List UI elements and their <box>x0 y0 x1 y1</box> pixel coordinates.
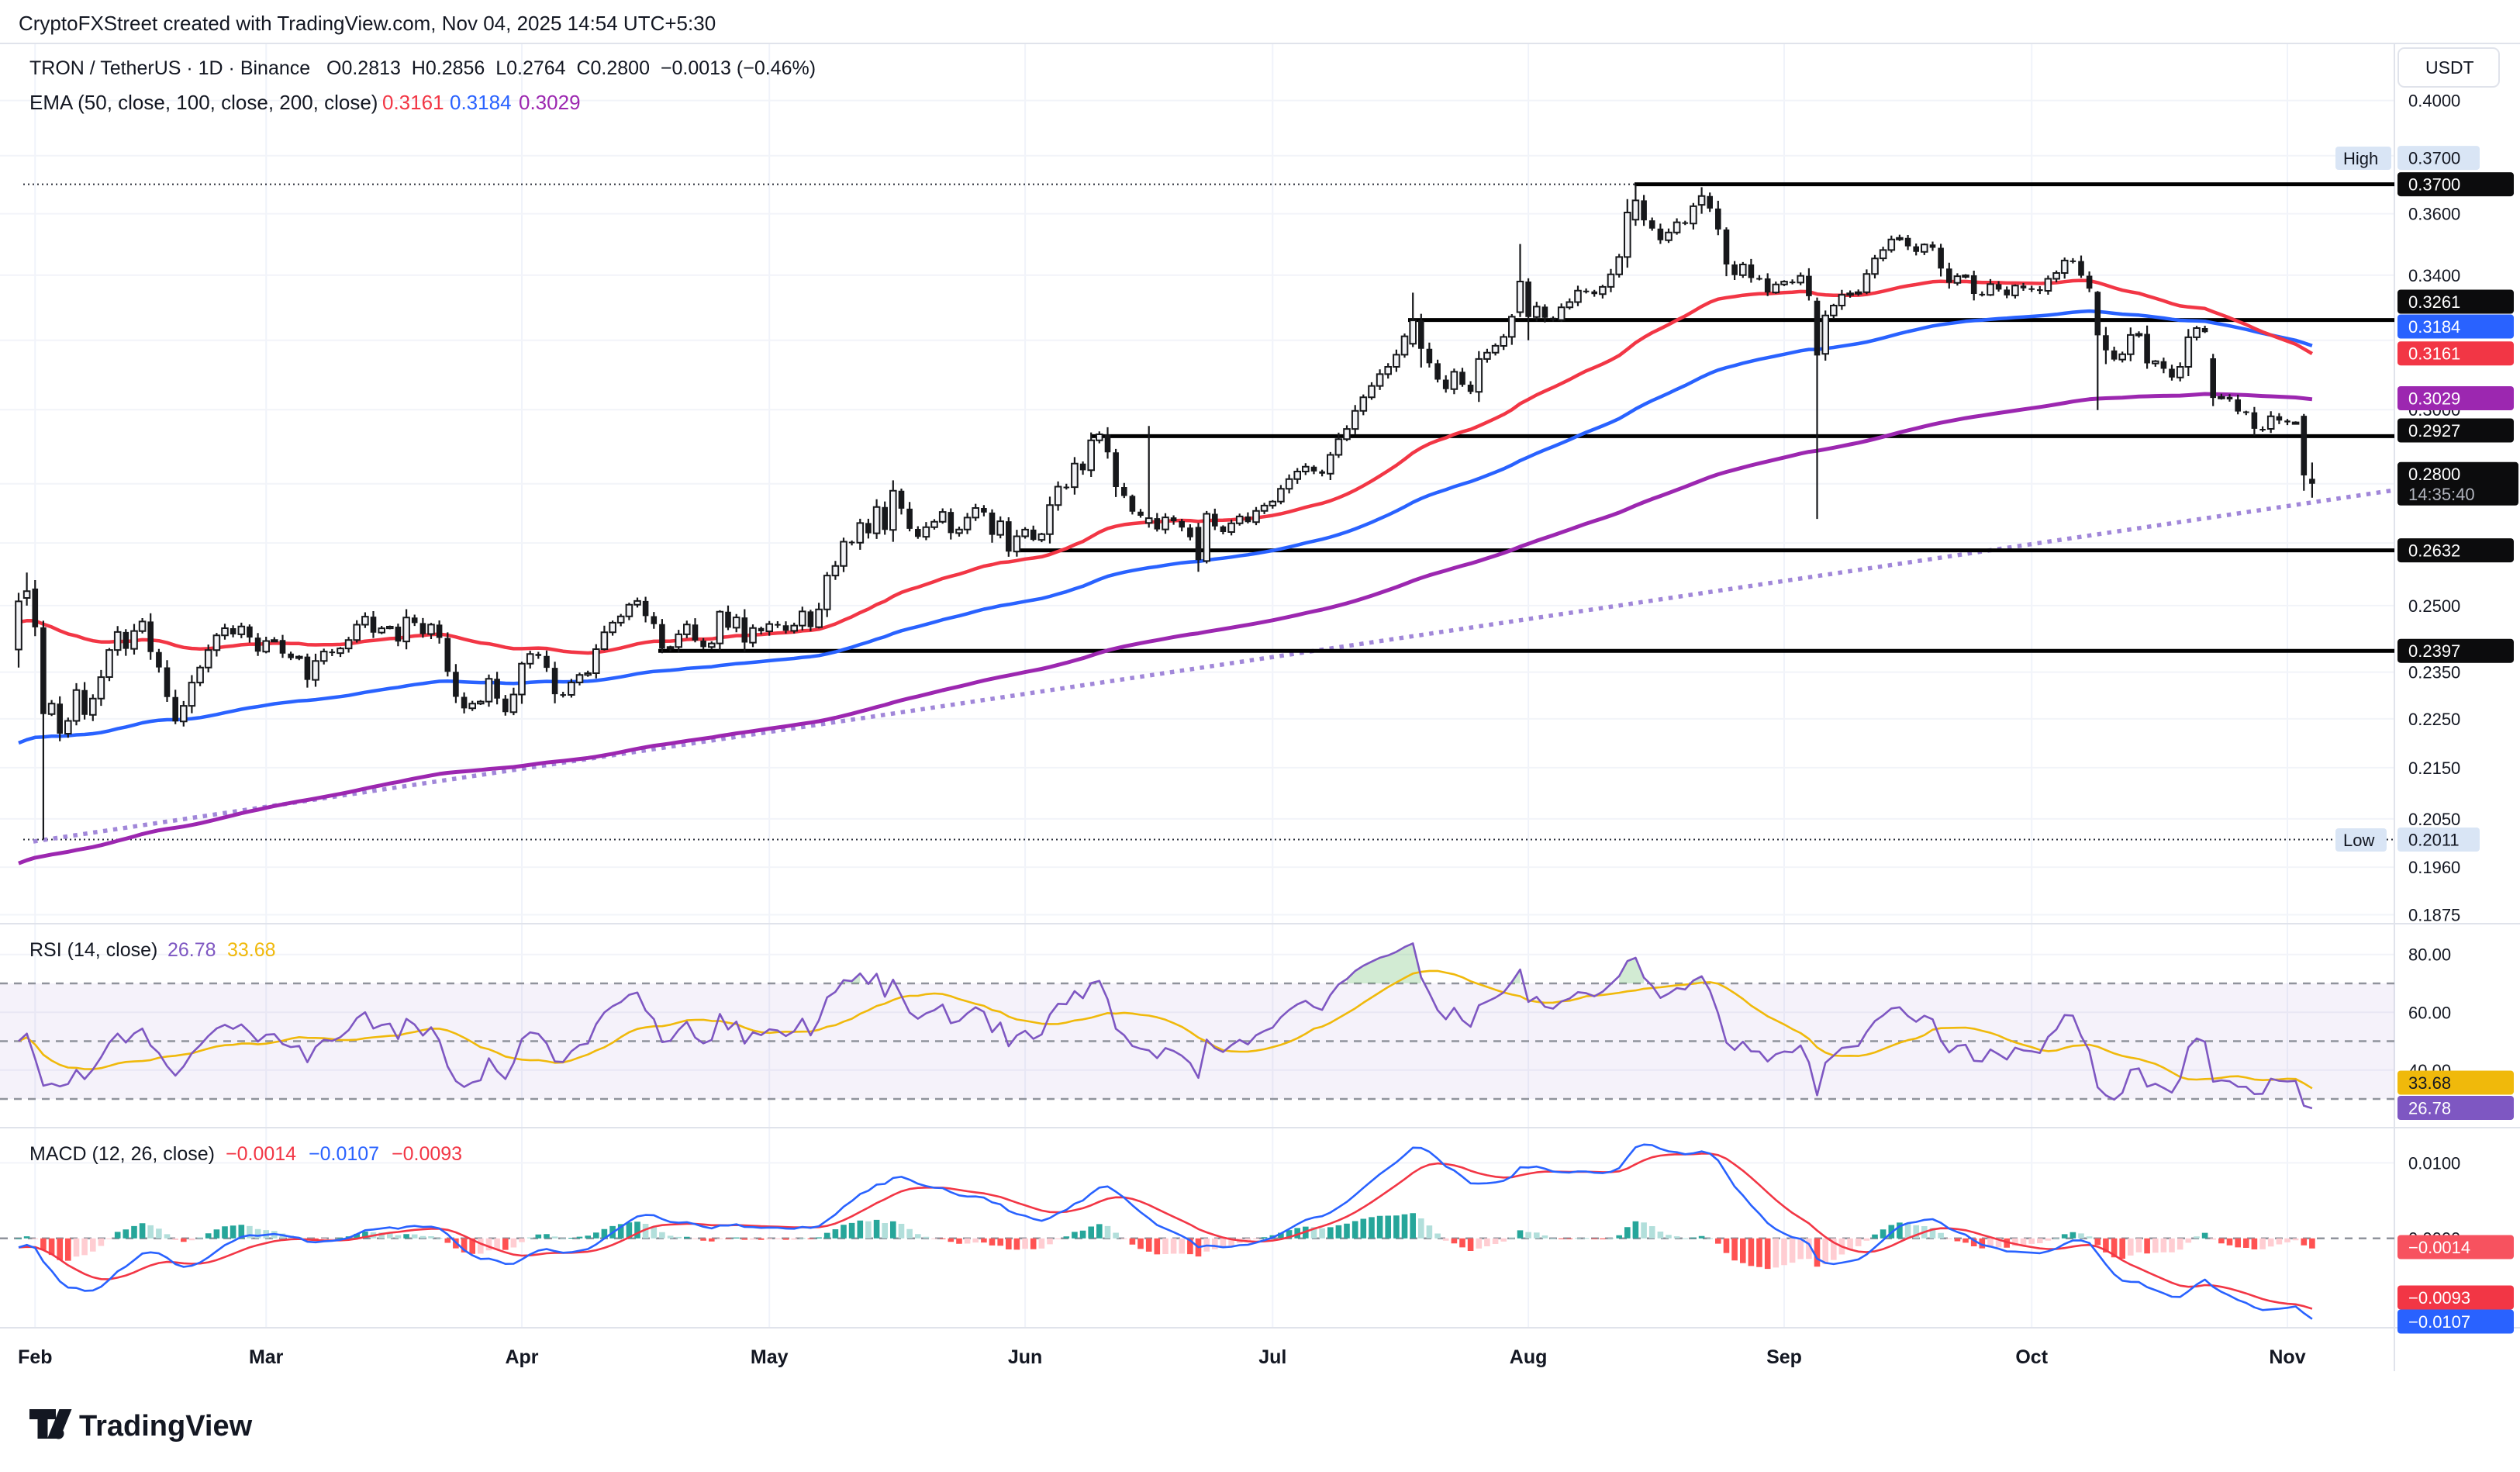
svg-text:0.3029: 0.3029 <box>519 91 581 114</box>
svg-text:33.68: 33.68 <box>2408 1073 2451 1093</box>
svg-text:−0.0107: −0.0107 <box>309 1143 379 1165</box>
svg-text:Mar: Mar <box>249 1346 284 1368</box>
svg-text:Low: Low <box>2343 831 2374 850</box>
svg-text:0.2250: 0.2250 <box>2408 710 2460 729</box>
svg-text:RSI (14, close): RSI (14, close) <box>29 939 157 961</box>
svg-text:0.0100: 0.0100 <box>2408 1153 2460 1173</box>
svg-text:0.3184: 0.3184 <box>2408 317 2460 337</box>
svg-text:Oct: Oct <box>2015 1346 2048 1368</box>
svg-text:−0.0014: −0.0014 <box>2408 1238 2470 1257</box>
svg-text:Nov: Nov <box>2269 1346 2305 1368</box>
svg-text:0.2397: 0.2397 <box>2408 641 2460 661</box>
svg-text:0.2150: 0.2150 <box>2408 758 2460 778</box>
svg-text:0.3184: 0.3184 <box>450 91 512 114</box>
svg-text:MACD (12, 26, close): MACD (12, 26, close) <box>29 1143 215 1165</box>
svg-text:−0.0093: −0.0093 <box>392 1143 462 1165</box>
svg-text:0.2050: 0.2050 <box>2408 810 2460 829</box>
svg-text:−0.0093: −0.0093 <box>2408 1288 2470 1308</box>
svg-text:0.2632: 0.2632 <box>2408 541 2460 561</box>
svg-text:33.68: 33.68 <box>227 939 276 961</box>
svg-text:0.1960: 0.1960 <box>2408 858 2460 877</box>
svg-text:14:35:40: 14:35:40 <box>2408 485 2475 504</box>
svg-text:Jul: Jul <box>1258 1346 1286 1368</box>
svg-text:Apr: Apr <box>505 1346 538 1368</box>
svg-text:80.00: 80.00 <box>2408 945 2451 965</box>
svg-text:0.2350: 0.2350 <box>2408 663 2460 682</box>
svg-text:0.3029: 0.3029 <box>2408 389 2460 409</box>
svg-text:0.2800: 0.2800 <box>2408 465 2460 484</box>
svg-text:0.2927: 0.2927 <box>2408 421 2460 441</box>
svg-text:26.78: 26.78 <box>167 939 216 961</box>
svg-text:TRON / TetherUS · 1D · Binance: TRON / TetherUS · 1D · Binance O0.2813 H… <box>29 57 816 79</box>
svg-text:60.00: 60.00 <box>2408 1003 2451 1022</box>
svg-text:0.2011: 0.2011 <box>2408 831 2460 850</box>
svg-text:May: May <box>751 1346 789 1368</box>
svg-text:CryptoFXStreet created with Tr: CryptoFXStreet created with TradingView.… <box>19 12 716 35</box>
svg-text:0.3600: 0.3600 <box>2408 205 2460 224</box>
svg-text:0.3700: 0.3700 <box>2408 149 2460 168</box>
svg-text:0.2500: 0.2500 <box>2408 596 2460 616</box>
svg-text:−0.0107: −0.0107 <box>2408 1312 2470 1332</box>
svg-text:USDT: USDT <box>2425 57 2474 78</box>
svg-text:Sep: Sep <box>1766 1346 1802 1368</box>
svg-text:TradingView: TradingView <box>79 1410 253 1443</box>
svg-text:0.3161: 0.3161 <box>2408 344 2460 364</box>
svg-text:0.1875: 0.1875 <box>2408 906 2460 925</box>
svg-text:EMA (50, close, 100, close, 20: EMA (50, close, 100, close, 200, close) <box>29 91 378 114</box>
svg-text:Feb: Feb <box>18 1346 52 1368</box>
svg-text:High: High <box>2343 149 2378 168</box>
svg-text:Jun: Jun <box>1008 1346 1042 1368</box>
svg-text:Aug: Aug <box>1510 1346 1548 1368</box>
svg-text:−0.0014: −0.0014 <box>226 1143 296 1165</box>
svg-text:0.3700: 0.3700 <box>2408 175 2460 195</box>
svg-text:26.78: 26.78 <box>2408 1099 2451 1118</box>
svg-text:0.3400: 0.3400 <box>2408 266 2460 285</box>
svg-text:0.3261: 0.3261 <box>2408 292 2460 312</box>
svg-text:0.4000: 0.4000 <box>2408 92 2460 111</box>
svg-text:0.3161: 0.3161 <box>382 91 444 114</box>
